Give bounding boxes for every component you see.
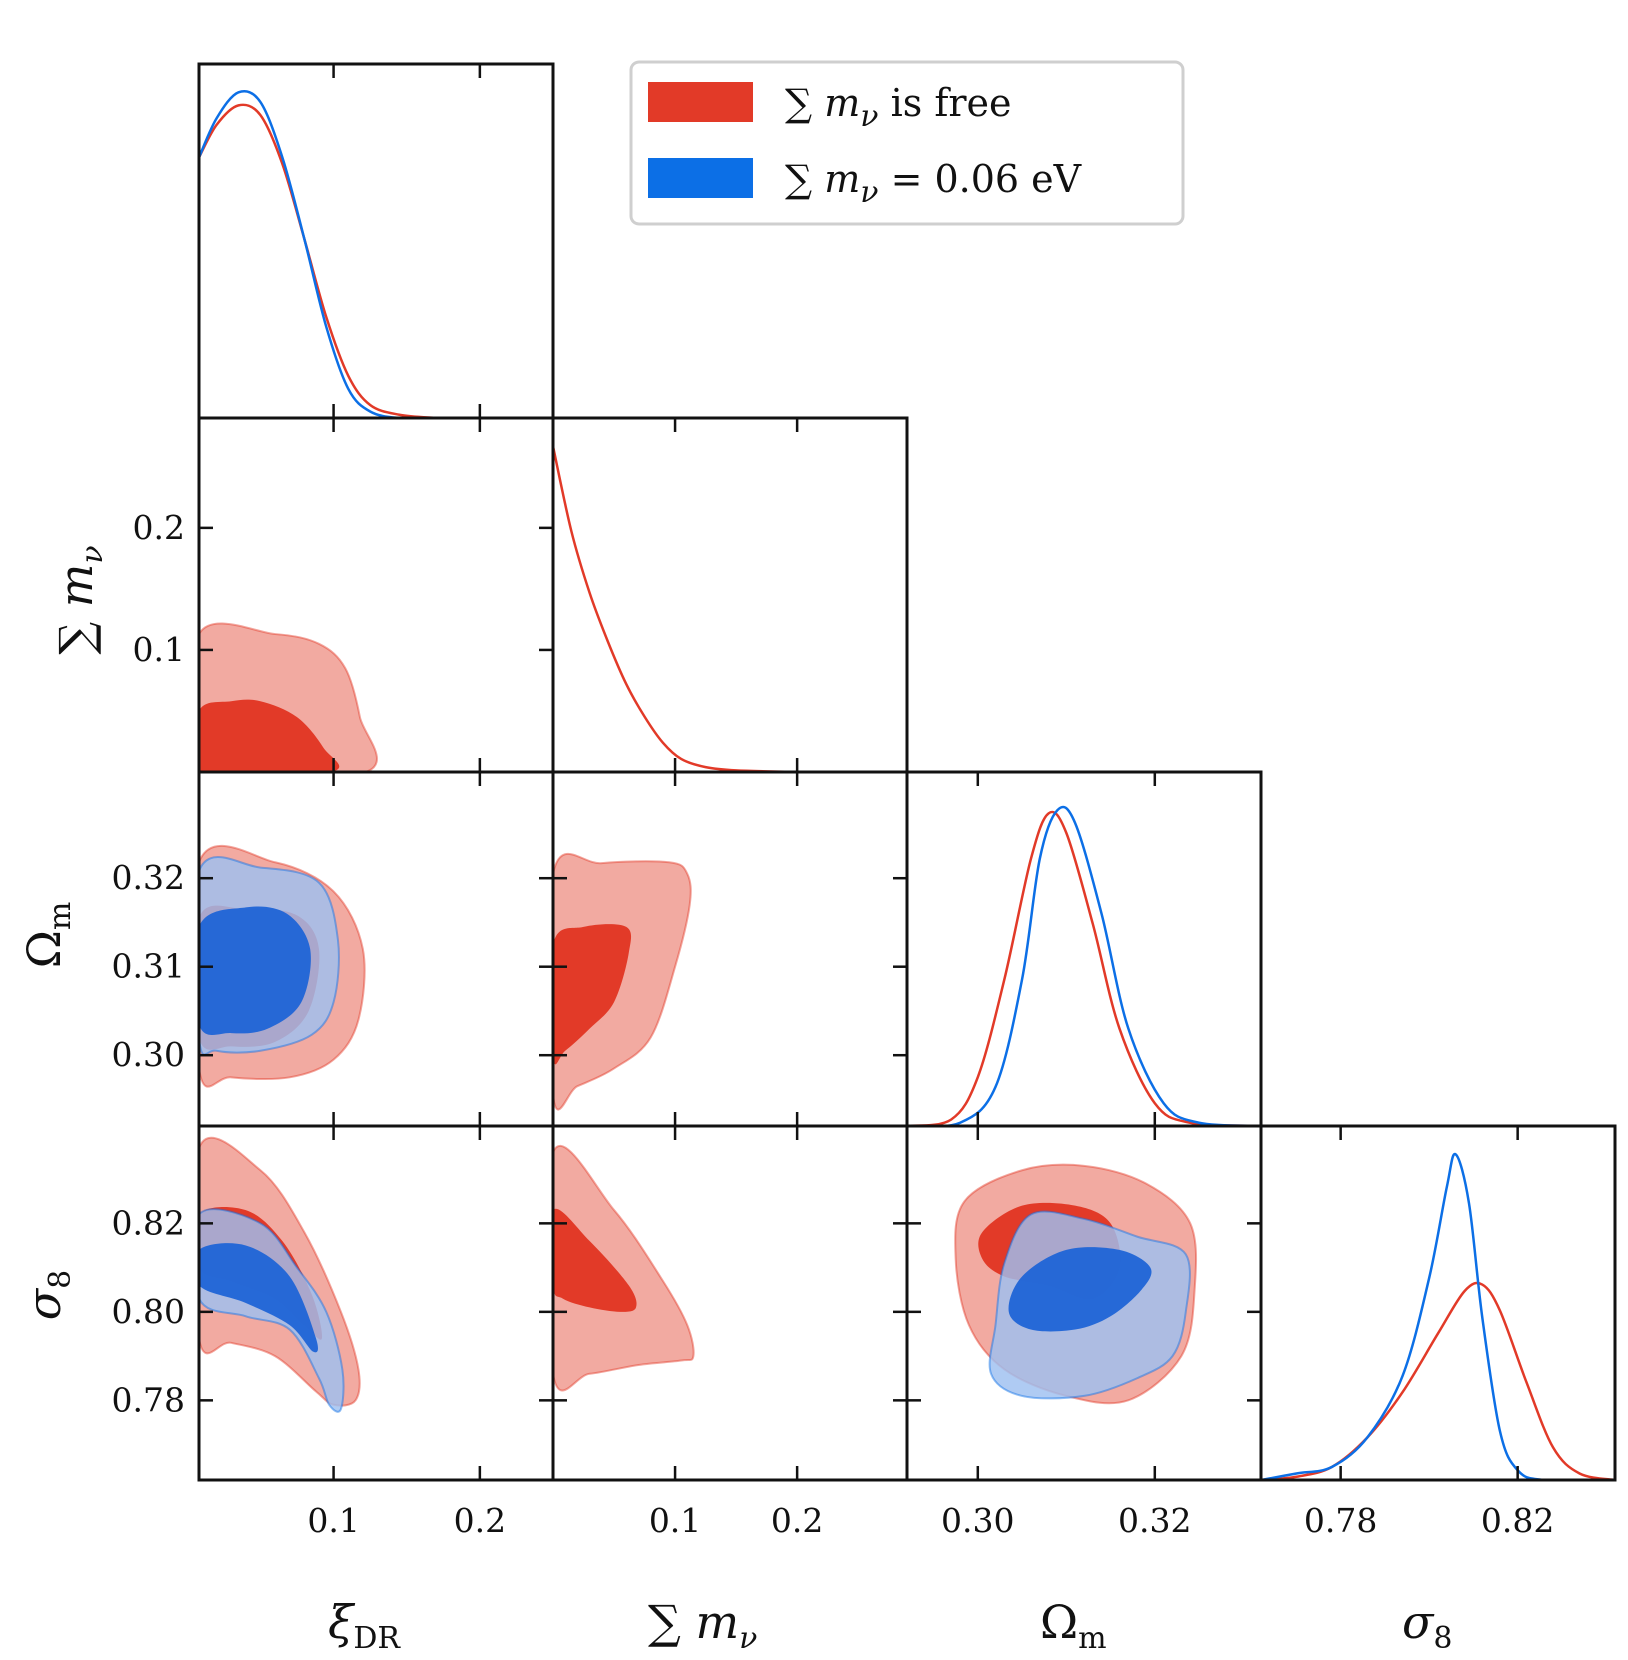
y-tick-label-mnu: 0.2 bbox=[133, 508, 185, 547]
x-tick-label-om: 0.32 bbox=[1118, 1501, 1191, 1540]
contour-inner-1-s8-vs-om bbox=[1008, 1247, 1152, 1332]
x-title-s8: σ8 bbox=[1402, 1595, 1453, 1656]
x-title-mnu: ∑ mν bbox=[648, 1595, 757, 1656]
panels bbox=[199, 89, 1615, 1480]
legend-swatch-fixed bbox=[648, 158, 753, 198]
contour-1-s8-vs-xi bbox=[199, 1208, 345, 1413]
y-tick-label-om: 0.31 bbox=[112, 947, 185, 986]
panel-frame-om-om bbox=[905, 770, 1263, 1128]
x-title-xi: ξDR bbox=[328, 1595, 401, 1656]
legend-swatch-free bbox=[648, 82, 753, 122]
x-tick-label-s8: 0.78 bbox=[1304, 1501, 1377, 1540]
contour-1-om-vs-xi bbox=[199, 856, 340, 1056]
contour-inner-0-s8-vs-mnu bbox=[553, 1208, 637, 1312]
contour-0-om-vs-mnu bbox=[553, 852, 692, 1111]
ticks: 0.1 0.2 0.1 0.2 0.30 0.32 0.78 0.82 0.1 0.2 0.30 0.… bbox=[112, 64, 1554, 1540]
marginal-1-om bbox=[907, 805, 1261, 1126]
y-tick-label-s8: 0.78 bbox=[112, 1380, 185, 1419]
contour-inner-0-om-vs-mnu bbox=[553, 924, 632, 1065]
y-title-s8: σ8 bbox=[17, 1270, 78, 1321]
x-tick-label-mnu: 0.2 bbox=[771, 1501, 823, 1540]
y-tick-label-mnu: 0.1 bbox=[133, 630, 185, 669]
marginal-1-xi bbox=[199, 89, 436, 418]
marginal-1-s8 bbox=[1261, 1152, 1615, 1480]
x-tick-label-xi: 0.2 bbox=[454, 1501, 506, 1540]
x-axis-titles: ξDR ∑ mν Ωm σ8 bbox=[328, 1595, 1453, 1656]
contour-inner-0-mnu-vs-xi bbox=[199, 699, 340, 772]
marginal-0-om bbox=[907, 810, 1261, 1126]
panel-frame-xi-xi bbox=[197, 62, 555, 420]
legend-frame bbox=[629, 60, 1185, 226]
contour-outer-0-om-vs-mnu bbox=[553, 852, 692, 1111]
panel-frames bbox=[197, 62, 1617, 1482]
contour-1-s8-vs-om bbox=[988, 1210, 1191, 1400]
contour-inner-1-s8-vs-xi bbox=[199, 1243, 318, 1353]
legend: ∑ mν is free ∑ mν = 0.06 eV bbox=[629, 60, 1185, 226]
y-tick-label-s8: 0.82 bbox=[112, 1203, 185, 1242]
legend-entry-free: ∑ mν is free bbox=[785, 81, 1012, 134]
legend-entry-fixed: ∑ mν = 0.06 eV bbox=[785, 157, 1082, 210]
contour-0-mnu-vs-xi bbox=[199, 622, 378, 772]
x-tick-label-s8: 0.82 bbox=[1481, 1501, 1554, 1540]
y-axis-titles: ∑ mν Ωm σ8 bbox=[17, 545, 110, 1320]
y-tick-label-om: 0.30 bbox=[112, 1035, 185, 1074]
marginal-0-mnu bbox=[553, 446, 798, 772]
x-tick-label-xi: 0.1 bbox=[307, 1501, 359, 1540]
contour-inner-1-om-vs-xi bbox=[199, 906, 311, 1036]
panel-frame-mnu-mnu bbox=[551, 416, 909, 774]
marginal-0-s8 bbox=[1261, 1281, 1615, 1480]
marginal-0-xi bbox=[199, 103, 437, 418]
y-tick-label-om: 0.32 bbox=[112, 858, 185, 897]
contour-0-s8-vs-mnu bbox=[553, 1144, 695, 1392]
y-title-om: Ωm bbox=[17, 902, 78, 969]
panel-frame-s8-s8 bbox=[1259, 1124, 1617, 1482]
y-tick-label-s8: 0.80 bbox=[112, 1292, 185, 1331]
x-tick-label-mnu: 0.1 bbox=[649, 1501, 701, 1540]
x-title-om: Ωm bbox=[1040, 1595, 1107, 1656]
y-title-mnu: ∑ mν bbox=[49, 545, 110, 654]
x-tick-label-om: 0.30 bbox=[941, 1501, 1014, 1540]
